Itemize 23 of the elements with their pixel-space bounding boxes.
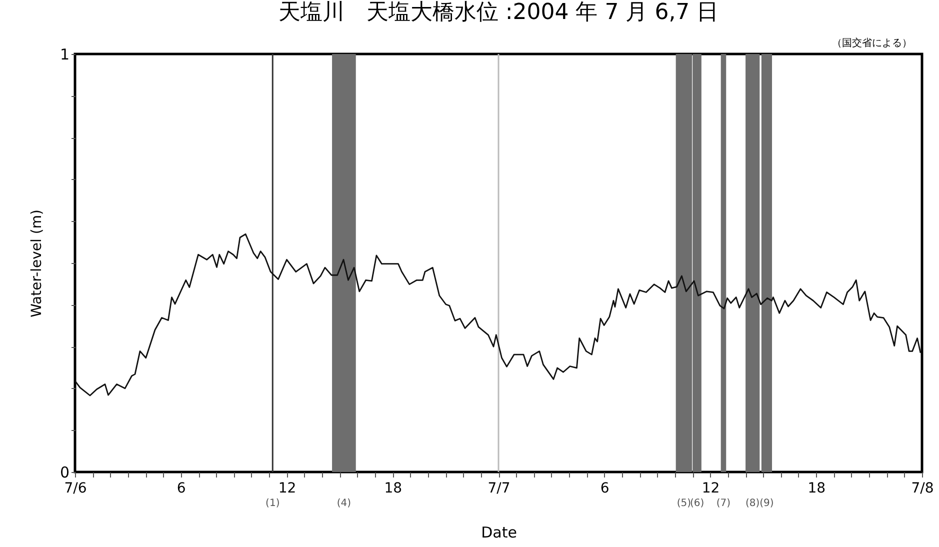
x-tick-label: 6	[176, 480, 186, 496]
x-tick-label: 18	[808, 480, 826, 496]
band-label: (7)	[716, 498, 731, 509]
y-axis-title: Water-level (m)	[28, 210, 45, 318]
band-label: (8)	[746, 498, 760, 509]
ref-line-label: (1)	[266, 498, 280, 509]
y-tick-label: 0	[60, 464, 70, 482]
text: （国交省による）	[832, 37, 912, 49]
band-label: (5)	[676, 498, 692, 509]
x-tick-label: 12	[702, 480, 720, 496]
x-axis-title: Date	[481, 524, 517, 542]
y-tick-label: 1	[60, 46, 70, 64]
line-series	[74, 233, 922, 396]
x-tick-label: 7/8	[911, 480, 934, 496]
band-label: (4)	[336, 498, 352, 509]
x-tick-label: 12	[278, 480, 296, 496]
x-tick-label: 7/6	[64, 480, 87, 496]
x-tick-label: 18	[384, 480, 402, 496]
x-tick-label: 7/7	[488, 480, 510, 496]
band-label: (9)	[760, 498, 774, 509]
band-label: (6)	[690, 498, 704, 509]
x-tick-label: 6	[600, 480, 610, 496]
chart-title: 天塩川 天塩大橋水位 :2004 年 7 月 6,7 日	[278, 0, 719, 25]
